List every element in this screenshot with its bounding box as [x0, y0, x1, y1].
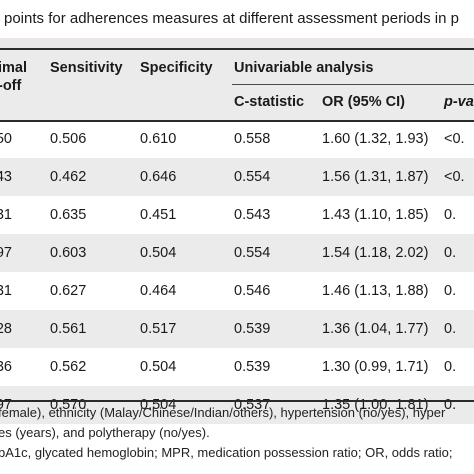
cell-p-value: 0.: [444, 359, 457, 375]
cell-sensitivity: 0.603: [50, 245, 87, 261]
header-sensitivity: Sensitivity: [50, 60, 123, 76]
header-c-statistic: C-statistic: [234, 94, 305, 110]
table-footnote: female), ethnicity (Malay/Chinese/Indian…: [0, 402, 474, 474]
cell-cutoff: 50: [0, 131, 12, 147]
table-row: 31 0.627 0.464 0.546 1.46 (1.13, 1.88) 0.: [0, 272, 474, 310]
table-row: 50 0.506 0.610 0.558 1.60 (1.32, 1.93) <0.: [0, 120, 474, 158]
cell-or-ci: 1.46 (1.13, 1.88): [322, 283, 429, 299]
cell-cutoff: 36: [0, 359, 12, 375]
cell-or-ci: 1.56 (1.31, 1.87): [322, 169, 429, 185]
cell-sensitivity: 0.462: [50, 169, 87, 185]
cell-or-ci: 1.36 (1.04, 1.77): [322, 321, 429, 337]
table-row: 97 0.603 0.504 0.554 1.54 (1.18, 2.02) 0.: [0, 234, 474, 272]
cell-p-value: 0.: [444, 283, 457, 299]
cell-or-ci: 1.60 (1.32, 1.93): [322, 131, 429, 147]
cell-p-value: 0.: [444, 207, 457, 223]
cell-or-ci: 1.30 (0.99, 1.71): [322, 359, 429, 375]
header-specificity: Specificity: [140, 60, 213, 76]
table-row: 31 0.635 0.451 0.543 1.43 (1.10, 1.85) 0.: [0, 196, 474, 234]
cell-specificity: 0.504: [140, 359, 177, 375]
cell-cutoff: 31: [0, 283, 12, 299]
cell-c-statistic: 0.543: [234, 207, 271, 223]
cell-c-statistic: 0.558: [234, 131, 271, 147]
cell-specificity: 0.451: [140, 207, 177, 223]
cell-p-value: <0.: [444, 131, 465, 147]
cell-or-ci: 1.43 (1.10, 1.85): [322, 207, 429, 223]
table-row: 43 0.462 0.646 0.554 1.56 (1.31, 1.87) <0.: [0, 158, 474, 196]
cell-c-statistic: 0.546: [234, 283, 271, 299]
univariable-underline: [232, 84, 474, 85]
cell-cutoff: 43: [0, 169, 12, 185]
header-cutoff-line2: -off: [0, 78, 22, 94]
footnote-line-3: bA1c, glycated hemoglobin; MPR, medicati…: [0, 445, 453, 460]
cell-specificity: 0.464: [140, 283, 177, 299]
caption-band: [0, 38, 474, 48]
table-bottom-rule: [0, 400, 474, 402]
cell-specificity: 0.610: [140, 131, 177, 147]
table-row: 36 0.562 0.504 0.539 1.30 (0.99, 1.71) 0.: [0, 348, 474, 386]
cell-c-statistic: 0.554: [234, 169, 271, 185]
cell-p-value: 0.: [444, 321, 457, 337]
cell-sensitivity: 0.627: [50, 283, 87, 299]
cell-sensitivity: 0.561: [50, 321, 87, 337]
cell-cutoff: 97: [0, 245, 12, 261]
cell-or-ci: 1.54 (1.18, 2.02): [322, 245, 429, 261]
cell-sensitivity: 0.506: [50, 131, 87, 147]
header-univariable-analysis: Univariable analysis: [234, 60, 374, 76]
header-or-ci: OR (95% CI): [322, 94, 405, 110]
cell-specificity: 0.646: [140, 169, 177, 185]
header-cutoff-line1: imal: [0, 60, 28, 76]
table-row: 28 0.561 0.517 0.539 1.36 (1.04, 1.77) 0.: [0, 310, 474, 348]
cell-c-statistic: 0.539: [234, 321, 271, 337]
cell-cutoff: 28: [0, 321, 12, 337]
cell-sensitivity: 0.635: [50, 207, 87, 223]
cell-sensitivity: 0.562: [50, 359, 87, 375]
cell-specificity: 0.517: [140, 321, 177, 337]
cell-p-value: <0.: [444, 169, 465, 185]
header-p-value: p-va: [444, 94, 474, 110]
footnote-line-1: female), ethnicity (Malay/Chinese/Indian…: [0, 405, 446, 420]
table-header: imal -off Sensitivity Specificity Univar…: [0, 48, 474, 122]
cell-c-statistic: 0.554: [234, 245, 271, 261]
cell-specificity: 0.504: [140, 245, 177, 261]
footnote-line-2: es (years), and polytherapy (no/yes).: [0, 425, 210, 440]
cell-c-statistic: 0.539: [234, 359, 271, 375]
table-caption: points for adherences measures at differ…: [0, 0, 474, 38]
cell-cutoff: 31: [0, 207, 12, 223]
caption-text: points for adherences measures at differ…: [4, 10, 459, 27]
cell-p-value: 0.: [444, 245, 457, 261]
